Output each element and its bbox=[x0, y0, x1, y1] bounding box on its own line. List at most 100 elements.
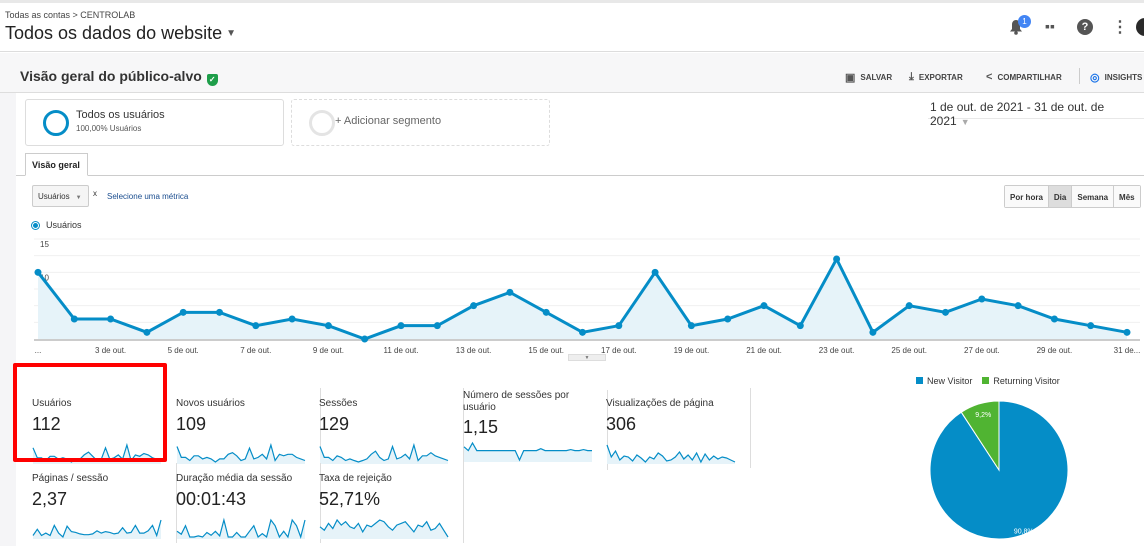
scorecard[interactable]: Visualizações de página 306 bbox=[606, 388, 751, 468]
sparkline-fill bbox=[177, 445, 305, 464]
granularity-week[interactable]: Semana bbox=[1071, 186, 1114, 207]
data-point[interactable] bbox=[216, 308, 223, 316]
data-point[interactable] bbox=[1014, 302, 1022, 310]
data-point[interactable] bbox=[70, 315, 78, 323]
data-point[interactable] bbox=[869, 328, 877, 336]
data-point[interactable] bbox=[905, 302, 913, 310]
pie-slice[interactable] bbox=[929, 400, 1069, 540]
data-point[interactable] bbox=[143, 328, 151, 336]
insights-label: INSIGHTS bbox=[1104, 73, 1143, 82]
x-tick-label: 3 de out. bbox=[95, 346, 126, 354]
save-icon: ▣ bbox=[845, 72, 856, 84]
data-point[interactable] bbox=[179, 308, 187, 316]
x-tick-label: 15 de out. bbox=[528, 346, 564, 354]
apps-grid-icon[interactable]: ▪▪ bbox=[1045, 18, 1055, 34]
legend-swatch bbox=[916, 377, 923, 384]
sparkline-line bbox=[463, 441, 592, 462]
scorecard[interactable]: Sessões 129 bbox=[319, 388, 464, 468]
granularity-month[interactable]: Mês bbox=[1113, 186, 1140, 207]
metric-dropdown[interactable]: Usuários ▼ bbox=[32, 185, 89, 207]
add-segment-button[interactable]: + Adicionar segmento bbox=[291, 99, 550, 146]
sparkline bbox=[176, 442, 306, 464]
scorecard-label: Duração média da sessão bbox=[176, 473, 293, 484]
tab-overview[interactable]: Visão geral bbox=[25, 153, 88, 176]
insights-button[interactable]: ◎ INSIGHTS bbox=[1090, 71, 1142, 84]
scorecard[interactable]: Novos usuários 109 bbox=[176, 388, 321, 468]
scorecard-value: 1,15 bbox=[463, 417, 499, 437]
page-title: Visão geral do público-alvo ✓ bbox=[20, 68, 218, 86]
data-point[interactable] bbox=[34, 268, 42, 276]
tab-divider bbox=[16, 175, 1144, 176]
data-point[interactable] bbox=[687, 322, 695, 330]
granularity-day[interactable]: Dia bbox=[1047, 186, 1072, 207]
caret-down-icon: ▼ bbox=[960, 117, 970, 127]
pie-slice[interactable] bbox=[960, 400, 1000, 472]
sparkline-fill bbox=[33, 520, 161, 539]
x-tick-label: 19 de out. bbox=[674, 346, 710, 354]
data-point[interactable] bbox=[724, 315, 732, 323]
pie-legend: New Visitor Returning Visitor bbox=[916, 376, 1060, 386]
share-button[interactable]: < COMPARTILHAR bbox=[986, 71, 1062, 83]
scorecard-label: Número de sessões por usuário bbox=[463, 390, 570, 413]
remove-metric-button[interactable]: x bbox=[93, 189, 97, 198]
data-point[interactable] bbox=[579, 328, 586, 336]
data-point[interactable] bbox=[1087, 322, 1095, 330]
view-selector[interactable]: Todos os dados do website ▼ bbox=[5, 23, 236, 44]
date-range-picker[interactable]: 1 de out. de 2021 - 31 de out. de 2021 ▼ bbox=[928, 100, 1144, 128]
data-point[interactable] bbox=[107, 315, 115, 323]
data-point[interactable] bbox=[506, 288, 514, 296]
sparkline-line bbox=[176, 517, 306, 539]
data-point[interactable] bbox=[651, 268, 659, 276]
data-point[interactable] bbox=[760, 302, 768, 310]
add-segment-label: + Adicionar segmento bbox=[335, 115, 442, 127]
legend-label: Usuários bbox=[46, 220, 82, 230]
insights-icon: ◎ bbox=[1090, 72, 1100, 84]
data-point[interactable] bbox=[470, 302, 478, 310]
x-tick-label: 13 de out. bbox=[456, 346, 492, 354]
data-point[interactable] bbox=[252, 322, 260, 330]
data-point[interactable] bbox=[361, 335, 369, 343]
x-tick-label: 31 de... bbox=[1114, 346, 1141, 354]
avatar[interactable] bbox=[1136, 18, 1144, 36]
export-button[interactable]: ⤓ EXPORTAR bbox=[909, 71, 963, 84]
share-icon: < bbox=[986, 71, 993, 83]
scorecard[interactable]: Número de sessões por usuário 1,15 bbox=[463, 390, 608, 470]
data-point[interactable] bbox=[942, 308, 949, 316]
help-icon[interactable]: ? bbox=[1077, 19, 1093, 35]
data-point[interactable] bbox=[796, 322, 804, 330]
chart-expand-handle[interactable]: ▼ bbox=[568, 354, 606, 361]
data-point[interactable] bbox=[397, 322, 405, 330]
data-point[interactable] bbox=[542, 308, 550, 316]
y-tick-label: 15 bbox=[40, 240, 49, 249]
granularity-toggle: Por hora Dia Semana Mês bbox=[1004, 185, 1141, 208]
data-point[interactable] bbox=[615, 322, 623, 330]
scorecard[interactable]: Páginas / sessão 2,37 bbox=[32, 463, 177, 543]
scorecard-label: Usuários bbox=[32, 398, 72, 409]
scorecard[interactable]: Duração média da sessão 00:01:43 bbox=[176, 463, 321, 543]
x-tick-label: 7 de out. bbox=[240, 346, 271, 354]
area-fill bbox=[38, 259, 1127, 339]
legend-swatch bbox=[982, 377, 990, 384]
scorecard-value: 306 bbox=[606, 414, 637, 434]
breadcrumb[interactable]: Todas as contas > CENTROLAB bbox=[5, 10, 136, 20]
select-metric-link[interactable]: Selecione uma métrica bbox=[107, 192, 189, 201]
data-point[interactable] bbox=[288, 315, 296, 323]
data-point[interactable] bbox=[833, 255, 841, 263]
data-point[interactable] bbox=[978, 295, 986, 303]
date-range-text: 1 de out. de 2021 - 31 de out. de 2021 bbox=[930, 100, 1105, 128]
data-point[interactable] bbox=[433, 322, 441, 330]
granularity-hour[interactable]: Por hora bbox=[1005, 186, 1048, 207]
sparkline-line bbox=[319, 518, 449, 538]
save-button[interactable]: ▣ SALVAR bbox=[845, 71, 892, 84]
segment-ring-icon bbox=[43, 110, 69, 136]
more-vert-icon[interactable]: ⋮ bbox=[1112, 19, 1128, 36]
data-point[interactable] bbox=[1050, 315, 1058, 323]
scorecard-label: Sessões bbox=[319, 398, 358, 409]
data-point[interactable] bbox=[1123, 328, 1131, 336]
scorecard-value: 52,71% bbox=[319, 489, 381, 509]
segment-all-users[interactable]: Todos os usuários 100,00% Usuários bbox=[25, 99, 284, 146]
export-label: EXPORTAR bbox=[918, 73, 963, 82]
x-tick-label: 5 de out. bbox=[168, 346, 199, 354]
scorecard[interactable]: Taxa de rejeição 52,71% bbox=[319, 463, 464, 543]
data-point[interactable] bbox=[324, 322, 332, 330]
